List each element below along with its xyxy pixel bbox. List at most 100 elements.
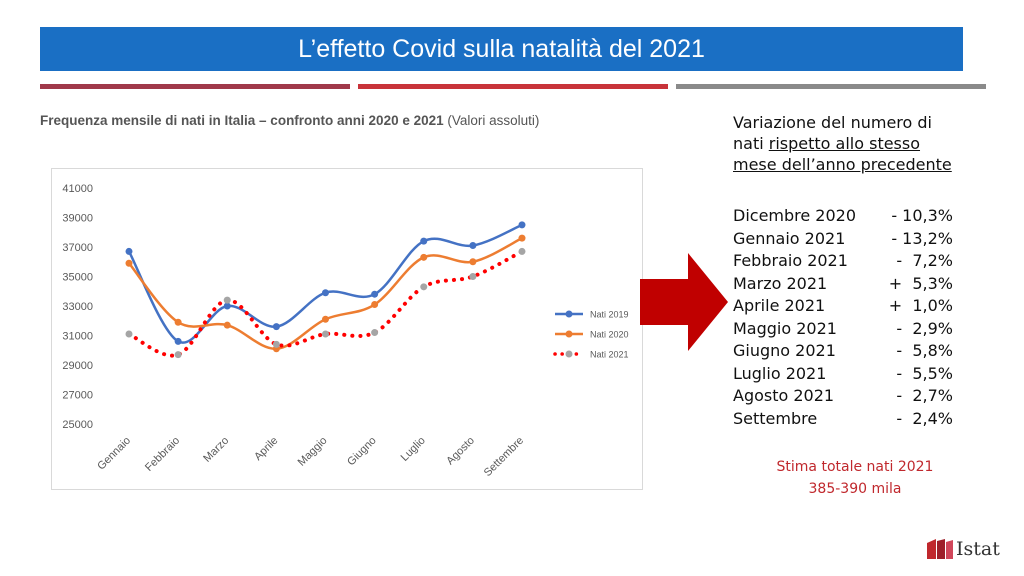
list-item: Maggio 2021 - 2,9% xyxy=(733,318,953,341)
variation-month: Agosto 2021 xyxy=(733,386,835,405)
variation-month: Settembre xyxy=(733,408,818,428)
x-tick-label: Gennaio xyxy=(95,435,133,473)
y-tick-label: 31000 xyxy=(62,331,93,343)
data-point xyxy=(518,221,526,229)
data-point xyxy=(518,234,526,242)
data-point xyxy=(322,289,329,297)
x-tick-label: Aprile xyxy=(252,435,280,463)
variation-heading-line3: mese dell’anno precedente xyxy=(733,154,953,175)
y-tick-label: 39000 xyxy=(62,213,93,225)
x-tick-label: Settembre xyxy=(482,435,526,479)
variation-panel: Variazione del numero di nati rispetto a… xyxy=(733,112,953,430)
data-point xyxy=(322,330,329,338)
data-point xyxy=(371,290,379,298)
data-point xyxy=(174,351,182,359)
series-line-3 xyxy=(127,249,524,358)
x-tick-label: Luglio xyxy=(399,435,428,464)
data-point xyxy=(125,259,133,267)
data-point xyxy=(469,273,477,280)
variation-value: - 2,4% xyxy=(896,408,953,428)
data-point xyxy=(223,296,231,304)
y-tick-label: 35000 xyxy=(62,272,93,284)
variation-value: - 2,9% xyxy=(896,318,953,338)
variation-month: Aprile 2021 xyxy=(733,296,826,315)
data-point xyxy=(371,329,379,337)
list-item: Agosto 2021 - 2,7% xyxy=(733,385,953,408)
variation-month: Febbraio 2021 xyxy=(733,251,848,270)
chart-subtitle-bold: Frequenza mensile di nati in Italia – co… xyxy=(40,113,444,128)
divider-stripe xyxy=(358,84,668,89)
y-tick-label: 29000 xyxy=(62,360,93,372)
y-tick-label: 33000 xyxy=(62,301,93,313)
list-item: Dicembre 2020 - 10,3% xyxy=(733,205,953,228)
data-point xyxy=(125,247,133,255)
x-tick-label: Marzo xyxy=(201,435,231,465)
list-item: Settembre - 2,4% xyxy=(733,408,953,431)
divider-stripe xyxy=(676,84,986,89)
legend-label: Nati 2020 xyxy=(590,330,629,340)
y-tick-label: 37000 xyxy=(62,242,93,254)
variation-heading-line1: Variazione del numero di xyxy=(733,113,932,132)
data-point xyxy=(469,242,477,250)
variation-value: - 2,7% xyxy=(896,386,953,405)
estimate-value: 385-390 mila xyxy=(808,481,902,497)
variation-month: Gennaio 2021 xyxy=(733,228,846,248)
variation-heading-line2: nati rispetto allo stesso xyxy=(733,133,953,154)
legend-marker xyxy=(565,330,573,338)
legend-label: Nati 2021 xyxy=(590,350,629,360)
variation-heading: Variazione del numero di nati rispetto a… xyxy=(733,112,953,175)
data-point xyxy=(223,321,231,329)
data-point xyxy=(223,302,231,310)
variation-value: - 7,2% xyxy=(896,251,953,270)
page-title: L’effetto Covid sulla natalità del 2021 xyxy=(40,27,963,71)
data-point xyxy=(518,247,526,255)
line-chart-svg: 25000 27000 29000 31000 33000 35000 37000 39000… xyxy=(62,183,629,479)
data-point xyxy=(371,301,379,309)
istat-logo-text: Istat xyxy=(956,538,1000,560)
variation-month: Dicembre 2020 xyxy=(733,206,857,225)
line-chart: 25000 27000 29000 31000 33000 35000 37000 39000… xyxy=(51,168,643,490)
istat-logo-icon xyxy=(927,539,953,559)
data-point xyxy=(420,253,428,261)
list-item: Aprile 2021 + 1,0% xyxy=(733,295,953,318)
x-tick-label: Febbraio xyxy=(143,435,182,474)
x-tick-label: Giugno xyxy=(345,435,379,469)
x-tick-label: Agosto xyxy=(444,435,477,468)
x-tick-label: Maggio xyxy=(296,435,330,469)
y-tick-label: 25000 xyxy=(62,419,93,431)
birth-estimate: Stima totale nati 2021 385-390 mila xyxy=(720,456,990,500)
chart-subtitle-units: (Valori assoluti) xyxy=(447,113,540,128)
data-point xyxy=(272,340,280,348)
data-point xyxy=(125,330,133,338)
data-point xyxy=(174,337,182,345)
data-point xyxy=(420,283,428,291)
data-point xyxy=(272,323,280,331)
variation-value: - 5,8% xyxy=(896,341,953,360)
list-item: Gennaio 2021 - 13,2% xyxy=(733,228,953,251)
variation-month: Maggio 2021 xyxy=(733,318,837,338)
chart-subtitle: Frequenza mensile di nati in Italia – co… xyxy=(40,113,539,128)
variation-list: Dicembre 2020 - 10,3% Gennaio 2021 - 13,2%… xyxy=(733,205,953,430)
variation-value: - 13,2% xyxy=(891,228,953,248)
variation-month: Marzo 2021 xyxy=(733,273,828,293)
variation-heading-plain: nati xyxy=(733,134,769,153)
divider-stripe xyxy=(40,84,350,89)
estimate-label: Stima totale nati 2021 xyxy=(776,459,934,475)
data-point xyxy=(469,258,477,266)
y-tick-label: 27000 xyxy=(62,390,93,402)
variation-heading-underlined: rispetto allo stesso xyxy=(768,134,921,153)
variation-value: - 10,3% xyxy=(891,206,953,225)
data-point xyxy=(174,318,182,326)
variation-heading-underlined-2: mese dell’anno precedente xyxy=(733,155,952,174)
variation-month: Giugno 2021 xyxy=(733,341,836,360)
y-tick-label: 41000 xyxy=(62,183,93,195)
legend-label: Nati 2019 xyxy=(590,310,629,320)
legend-marker xyxy=(565,310,573,318)
arrow-right-icon xyxy=(640,253,728,351)
list-item: Marzo 2021 + 5,3% xyxy=(733,273,953,296)
variation-month: Luglio 2021 xyxy=(733,363,827,383)
istat-logo: Istat xyxy=(927,538,1000,560)
variation-value: + 1,0% xyxy=(888,296,953,315)
list-item: Luglio 2021 - 5,5% xyxy=(733,363,953,386)
legend-marker xyxy=(565,350,573,358)
